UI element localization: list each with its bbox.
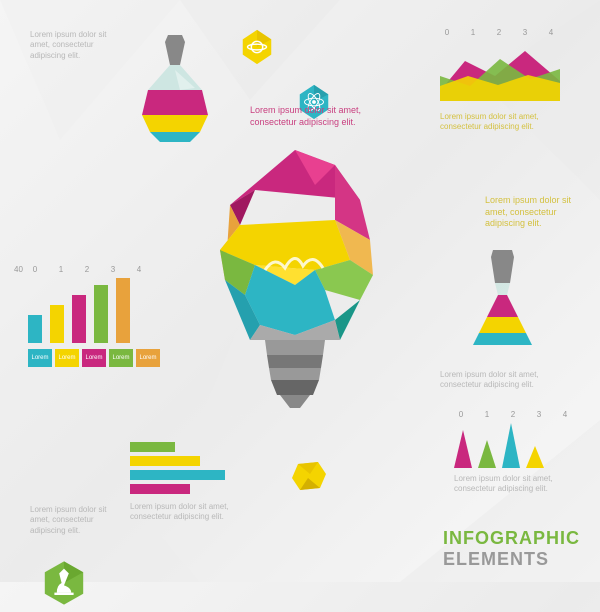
bar-chart-horizontal: Lorem ipsum dolor sit amet, consectetur … — [130, 442, 250, 523]
caption-top-left: Lorem ipsum dolor sit amet, consectetur … — [30, 30, 120, 61]
caption-bottom-left: Lorem ipsum dolor sit amet, consectetur … — [30, 505, 110, 536]
x-axis-labels: 01234 — [440, 28, 570, 37]
lightbulb — [195, 140, 395, 425]
main-title: INFOGRAPHIC ELEMENTS — [443, 528, 580, 570]
triangle-chart: 01234 Lorem ipsum dolor sit amet, consec… — [454, 410, 572, 495]
caption-center: Lorem ipsum dolor sit amet, consectetur … — [250, 105, 370, 128]
caption-flask: Lorem ipsum dolor sit amet, consectetur … — [440, 370, 540, 391]
area-chart: 01234 Lorem ipsum dolor sit amet, consec… — [440, 28, 570, 133]
planet-icon — [238, 28, 276, 66]
bar-chart-vertical: 40 01234 LoremLoremLoremLoremLorem — [28, 265, 160, 367]
flask-round — [130, 30, 220, 155]
flask-conical — [460, 245, 545, 360]
microscope-icon — [40, 559, 88, 607]
caption-right: Lorem ipsum dolor sit amet, consectetur … — [485, 195, 575, 230]
rock-decoration — [290, 460, 328, 497]
